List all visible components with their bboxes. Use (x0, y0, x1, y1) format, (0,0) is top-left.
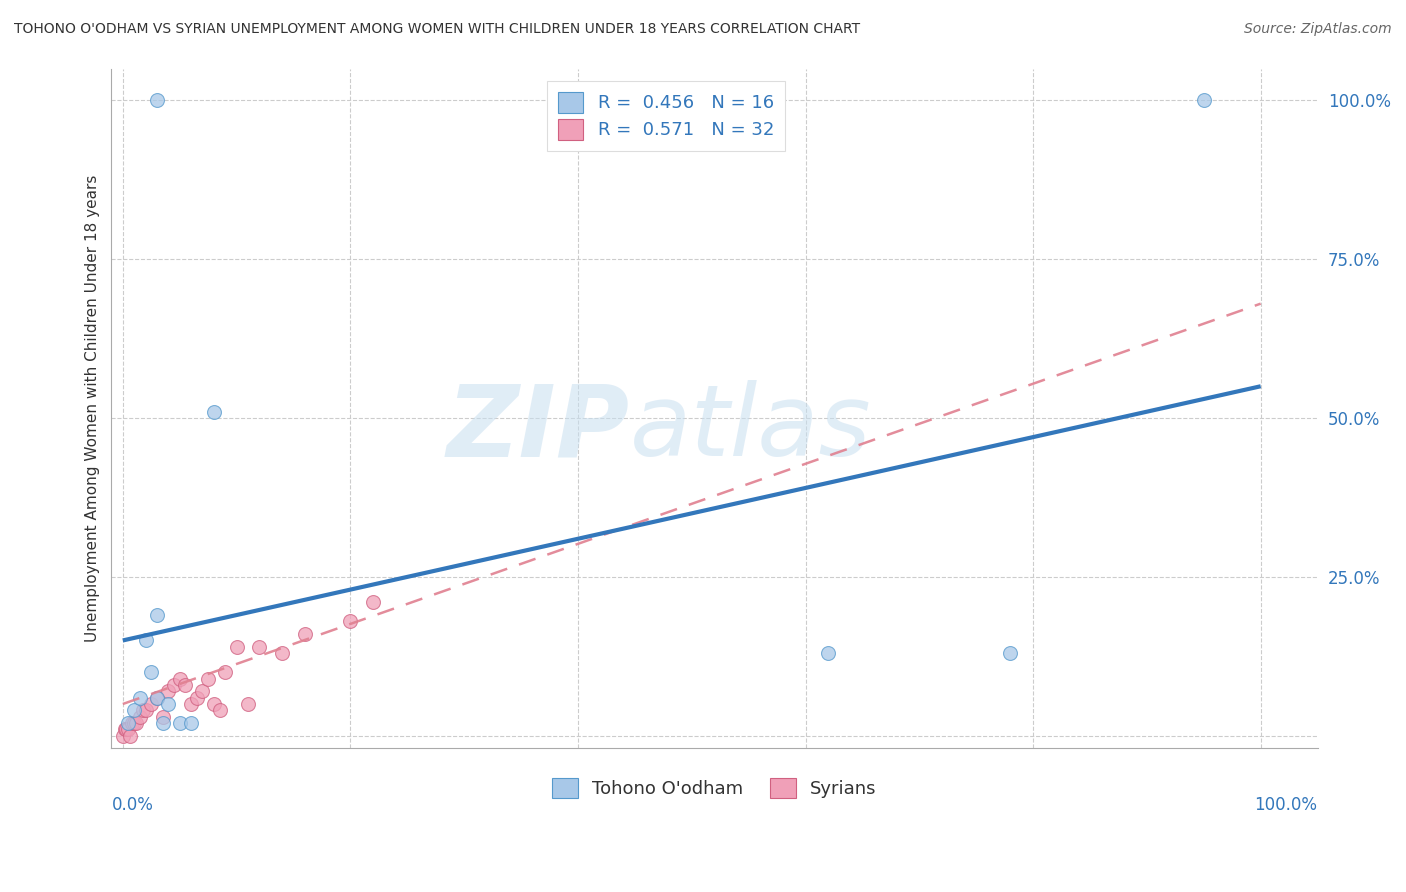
Text: 0.0%: 0.0% (111, 796, 153, 814)
Point (186, 690, 208, 705)
Point (169, 716, 191, 731)
Point (174, 678, 197, 692)
Point (146, 93, 169, 107)
Point (225, 640, 247, 654)
Point (214, 665, 236, 680)
Point (339, 615, 361, 629)
Point (197, 672, 219, 686)
Point (115, 723, 138, 737)
Point (236, 697, 259, 711)
Text: TOHONO O'ODHAM VS SYRIAN UNEMPLOYMENT AMONG WOMEN WITH CHILDREN UNDER 18 YEARS C: TOHONO O'ODHAM VS SYRIAN UNEMPLOYMENT AM… (14, 22, 860, 37)
Point (180, 716, 202, 731)
Text: atlas: atlas (630, 380, 872, 477)
Point (247, 640, 270, 654)
Point (118, 729, 141, 743)
Point (146, 607, 169, 622)
Point (122, 703, 145, 717)
Point (152, 716, 174, 731)
Point (111, 729, 134, 743)
Point (141, 697, 163, 711)
Point (125, 716, 148, 731)
Point (135, 633, 157, 648)
Point (169, 672, 191, 686)
Text: ZIP: ZIP (447, 380, 630, 477)
Y-axis label: Unemployment Among Women with Children Under 18 years: Unemployment Among Women with Children U… (86, 175, 100, 642)
Point (117, 716, 139, 731)
Point (817, 646, 839, 660)
Point (152, 709, 174, 723)
Point (157, 684, 180, 698)
Point (121, 716, 143, 731)
Point (122, 716, 145, 731)
Point (1192, 93, 1215, 107)
Point (361, 595, 384, 609)
Point (128, 709, 150, 723)
Point (146, 690, 169, 705)
Point (146, 690, 169, 705)
Point (202, 405, 225, 419)
Legend: Tohono O'odham, Syrians: Tohono O'odham, Syrians (543, 769, 886, 807)
Point (208, 703, 231, 717)
Point (1000, 646, 1022, 660)
Point (294, 627, 316, 641)
Point (141, 665, 163, 680)
Point (180, 697, 202, 711)
Point (135, 703, 157, 717)
Point (132, 703, 155, 717)
Text: Source: ZipAtlas.com: Source: ZipAtlas.com (1244, 22, 1392, 37)
Point (202, 697, 225, 711)
Text: 100.0%: 100.0% (1254, 796, 1317, 814)
Point (163, 678, 186, 692)
Point (128, 690, 150, 705)
Point (114, 723, 136, 737)
Point (191, 684, 214, 698)
Point (271, 646, 294, 660)
Point (117, 723, 139, 737)
Point (157, 697, 180, 711)
